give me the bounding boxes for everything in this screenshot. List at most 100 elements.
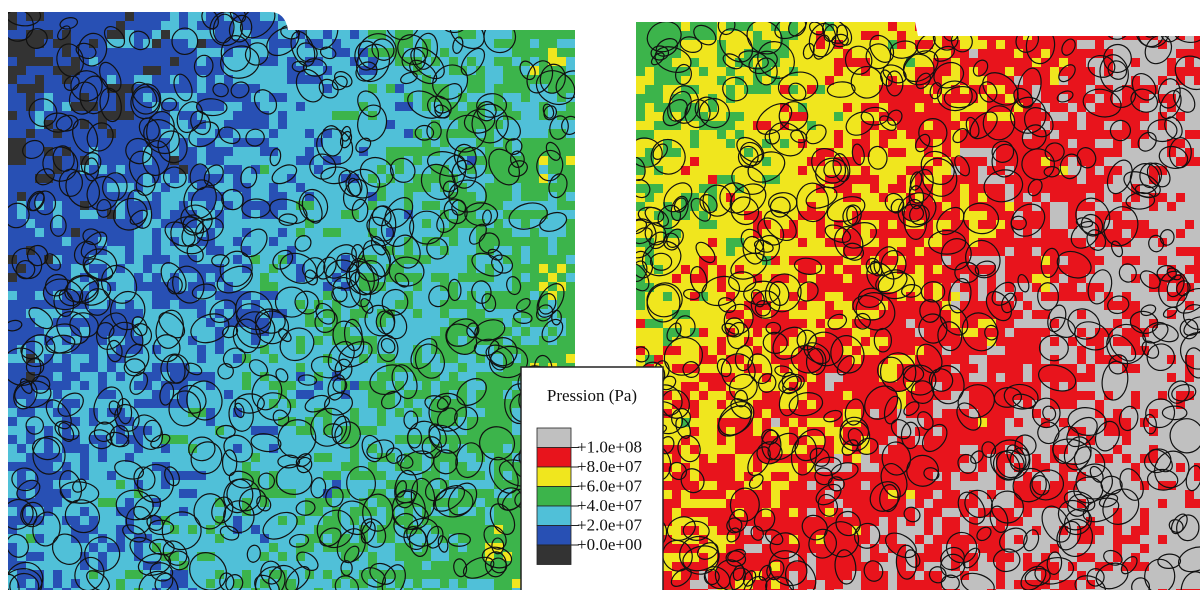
contour-cell	[1176, 31, 1186, 41]
contour-cell	[179, 570, 189, 580]
contour-cell	[368, 174, 378, 184]
contour-cell	[116, 579, 126, 589]
grain-outline	[152, 334, 181, 363]
contour-cell	[1185, 22, 1195, 32]
contour-cell	[125, 363, 135, 373]
contour-cell	[44, 84, 54, 94]
contour-cell	[485, 498, 495, 508]
contour-cell	[305, 183, 315, 193]
contour-cell	[1068, 22, 1078, 32]
contour-cell	[179, 462, 189, 472]
contour-cell	[278, 93, 288, 103]
contour-cell	[395, 57, 405, 67]
contour-cell	[170, 516, 180, 526]
contour-cell	[206, 147, 216, 157]
contour-cell	[134, 48, 144, 58]
contour-cell	[278, 255, 288, 265]
contour-cell	[323, 354, 333, 364]
contour-cell	[152, 66, 162, 76]
contour-cell	[1140, 31, 1150, 41]
contour-cell	[386, 552, 396, 562]
grain-outline	[339, 130, 353, 149]
contour-cell	[242, 75, 252, 85]
contour-cell	[170, 12, 180, 22]
contour-cell	[80, 318, 90, 328]
contour-cell	[449, 147, 459, 157]
contour-cell	[458, 579, 468, 589]
contour-cell	[852, 49, 862, 59]
contour-cell	[798, 49, 808, 59]
contour-cell	[242, 399, 252, 409]
contour-cell	[35, 471, 45, 481]
contour-cell	[744, 49, 754, 59]
grain-outline	[316, 256, 337, 280]
contour-cell	[368, 588, 378, 590]
grain-outline	[316, 128, 354, 165]
contour-cell	[548, 228, 558, 238]
contour-cell	[206, 417, 216, 427]
contour-cell	[1041, 67, 1051, 77]
contour-cell	[143, 183, 153, 193]
grain-outline	[392, 234, 421, 269]
contour-cell	[116, 354, 126, 364]
contour-cell	[125, 372, 135, 382]
contour-cell	[224, 390, 234, 400]
contour-cell	[287, 84, 297, 94]
contour-cell	[458, 336, 468, 346]
contour-cell	[494, 93, 504, 103]
contour-cell	[341, 93, 351, 103]
contour-cell	[35, 516, 45, 526]
contour-cell	[125, 84, 135, 94]
contour-cell	[924, 67, 934, 77]
contour-cell	[1194, 58, 1200, 68]
contour-cell	[431, 147, 441, 157]
contour-cell	[251, 534, 261, 544]
grain-outline	[468, 223, 487, 245]
contour-cell	[933, 31, 943, 41]
contour-cell	[251, 570, 261, 580]
contour-cell	[296, 48, 306, 58]
contour-cell	[843, 49, 853, 59]
contour-cell	[143, 489, 153, 499]
contour-cell	[359, 309, 369, 319]
contour-cell	[161, 12, 171, 22]
contour-cell	[323, 444, 333, 454]
contour-cell	[161, 462, 171, 472]
grain-outline	[295, 500, 316, 516]
contour-cell	[305, 237, 315, 247]
contour-cell	[224, 426, 234, 436]
contour-cell	[260, 345, 270, 355]
contour-cell	[143, 291, 153, 301]
contour-cell	[26, 246, 36, 256]
contour-cell	[359, 525, 369, 535]
contour-cell	[143, 516, 153, 526]
contour-cell	[494, 156, 504, 166]
contour-cell	[44, 480, 54, 490]
contour-cell	[323, 318, 333, 328]
contour-cell	[197, 84, 207, 94]
grain-outline	[22, 139, 45, 160]
contour-cell	[296, 363, 306, 373]
contour-cell	[215, 363, 225, 373]
contour-cell	[260, 192, 270, 202]
contour-cell	[987, 22, 997, 32]
contour-cell	[377, 516, 387, 526]
contour-cell	[269, 489, 279, 499]
contour-cell	[260, 183, 270, 193]
contour-cell	[53, 147, 63, 157]
contour-cell	[197, 435, 207, 445]
contour-cell	[305, 525, 315, 535]
contour-cell	[17, 543, 27, 553]
contour-cell	[512, 237, 522, 247]
contour-cell	[314, 255, 324, 265]
contour-cell	[296, 480, 306, 490]
contour-cell	[530, 84, 540, 94]
contour-cell	[278, 183, 288, 193]
contour-cell	[512, 21, 522, 31]
contour-cell	[942, 67, 952, 77]
contour-cell	[188, 561, 198, 571]
contour-cell	[233, 174, 243, 184]
contour-cell	[404, 435, 414, 445]
contour-cell	[188, 336, 198, 346]
contour-cell	[269, 129, 279, 139]
